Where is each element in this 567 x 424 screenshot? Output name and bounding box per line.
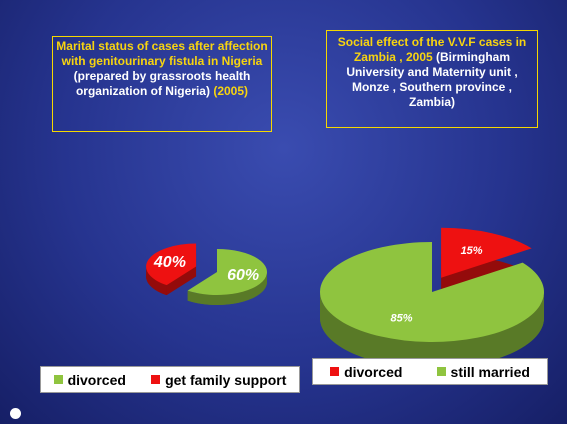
legend-label: get family support <box>165 371 287 388</box>
icon <box>10 408 21 419</box>
legend-item: divorced <box>330 364 402 380</box>
slice <box>320 242 544 342</box>
legend-item: still married <box>436 363 530 380</box>
slice-side <box>187 272 267 306</box>
legend-swatch <box>330 367 340 376</box>
chart-subtitle: (Birmingham University and Maternity uni… <box>346 50 518 109</box>
value-label: 40% <box>153 254 186 271</box>
legend-label: divorced <box>67 371 126 388</box>
legend-item: get family support <box>151 372 286 388</box>
chart-year: (2005) <box>213 84 249 98</box>
chart-subtitle: (prepared by grassroots health organizat… <box>73 69 251 98</box>
title-box: Marital status of cases after affection … <box>52 36 272 132</box>
slice <box>441 227 532 278</box>
slice-side <box>320 292 544 368</box>
slice-side <box>146 266 167 296</box>
value-label: 15% <box>461 245 483 257</box>
title-box: Social effect of the V.V.F cases in Zamb… <box>326 30 538 128</box>
legend-item: divorced <box>53 371 126 388</box>
legend: divorced still married <box>312 358 548 385</box>
value-label: 85% <box>390 313 412 325</box>
legend-swatch <box>151 375 161 384</box>
chart-title: Social effect of the V.V.F cases in Zamb… <box>337 35 527 64</box>
legend-label: divorced <box>344 363 403 380</box>
slice <box>187 249 267 295</box>
legend-swatch <box>436 367 446 376</box>
value-label: 60% <box>227 267 259 284</box>
chart-title: Marital status of cases after affection … <box>56 39 268 68</box>
legend-swatch <box>53 375 63 384</box>
legend-label: still married <box>450 363 530 380</box>
slice <box>146 243 197 286</box>
legend: divorced get family support <box>40 366 300 393</box>
